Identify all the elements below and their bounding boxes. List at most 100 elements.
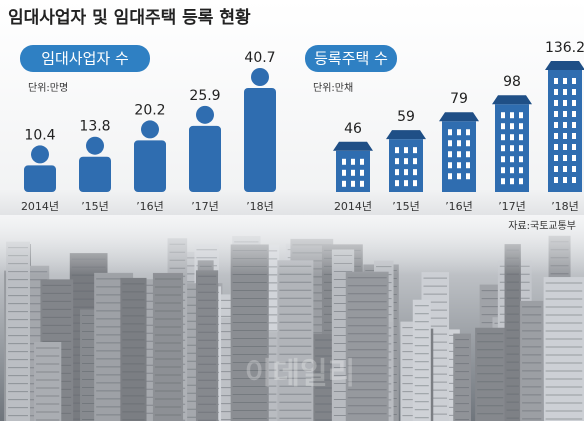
building-window: [563, 144, 567, 150]
building-window: [554, 100, 558, 106]
building-roof: [333, 141, 373, 151]
building-window: [519, 134, 523, 141]
person-head: [86, 136, 104, 155]
building-window: [457, 162, 461, 169]
building-window: [554, 111, 558, 117]
watermark: 이데일리: [245, 357, 355, 392]
city-building: [34, 342, 62, 421]
value-label: 136.2: [545, 40, 584, 56]
person-head: [31, 145, 49, 164]
x-tick-label: ’17년: [191, 200, 219, 213]
building-window: [448, 173, 452, 180]
value-label: 59: [397, 109, 415, 125]
building-window: [404, 147, 408, 154]
source: 자료:국토교통부: [508, 220, 576, 232]
building-window: [554, 166, 558, 172]
building-roof: [386, 130, 426, 140]
building-window: [510, 145, 514, 152]
building-window: [404, 169, 408, 176]
building-window: [413, 158, 417, 165]
building-window: [466, 140, 470, 147]
building-window: [572, 133, 576, 139]
building-window: [519, 156, 523, 163]
building-window: [351, 180, 355, 187]
x-tick-label: ’15년: [81, 200, 109, 213]
building-window: [466, 129, 470, 136]
chart-label: 등록주택 수: [314, 50, 388, 68]
fade: [0, 215, 584, 275]
building-window: [501, 134, 505, 141]
building-window: [554, 78, 558, 84]
building-window: [457, 173, 461, 180]
x-tick-label: ’16년: [136, 200, 164, 213]
building-window: [501, 123, 505, 130]
building-window: [501, 156, 505, 163]
building-window: [563, 100, 567, 106]
building-window: [457, 129, 461, 136]
city-building: [504, 244, 521, 421]
building-window: [501, 178, 505, 185]
building-window: [510, 167, 514, 174]
building-window: [404, 180, 408, 187]
city-building: [453, 333, 471, 421]
value-label: 25.9: [189, 88, 220, 104]
building-window: [466, 173, 470, 180]
city-building: [120, 277, 147, 421]
building-window: [554, 122, 558, 128]
building-window: [395, 169, 399, 176]
building-window: [510, 156, 514, 163]
building-window: [342, 169, 346, 176]
person-head: [141, 120, 159, 139]
building-roof: [439, 112, 479, 122]
label-pill: [305, 45, 397, 72]
building-window: [413, 180, 417, 187]
building-window: [501, 145, 505, 152]
building-window: [413, 169, 417, 176]
building-roof: [545, 61, 584, 70]
building-window: [457, 140, 461, 147]
building-window: [360, 158, 364, 165]
building-window: [554, 133, 558, 139]
value-label: 13.8: [79, 119, 110, 135]
building-window: [554, 177, 558, 183]
building-window: [563, 89, 567, 95]
building-window: [572, 89, 576, 95]
building-window: [572, 78, 576, 84]
title: 임대사업자 및 임대주택 등록 현황: [8, 7, 251, 28]
person-head: [196, 105, 214, 124]
building-window: [501, 112, 505, 119]
person-body: [134, 140, 166, 192]
value-label: 98: [503, 74, 521, 90]
x-tick-label: ’18년: [246, 200, 274, 213]
value-label: 20.2: [134, 102, 165, 118]
building-window: [572, 111, 576, 117]
building-window: [519, 178, 523, 185]
building-window: [457, 151, 461, 158]
building-window: [413, 147, 417, 154]
person-body: [79, 156, 111, 192]
building-window: [360, 180, 364, 187]
building-window: [519, 145, 523, 152]
city-building: [543, 277, 584, 421]
building-window: [501, 167, 505, 174]
building-window: [510, 134, 514, 141]
building-window: [563, 111, 567, 117]
building-window: [404, 158, 408, 165]
building-window: [510, 178, 514, 185]
x-tick-label: ’18년: [551, 200, 579, 213]
building-window: [466, 162, 470, 169]
building-window: [554, 144, 558, 150]
building-window: [572, 177, 576, 183]
building-window: [563, 133, 567, 139]
building-window: [519, 112, 523, 119]
city-building: [412, 299, 431, 421]
city-building: [345, 271, 389, 421]
unit-label: 단위:만명: [28, 81, 68, 94]
chart-label: 임대사업자 수: [41, 50, 129, 68]
building-window: [572, 144, 576, 150]
city-building: [195, 270, 219, 421]
building-window: [519, 167, 523, 174]
building-window: [448, 129, 452, 136]
person-body: [24, 165, 56, 192]
building-window: [342, 158, 346, 165]
